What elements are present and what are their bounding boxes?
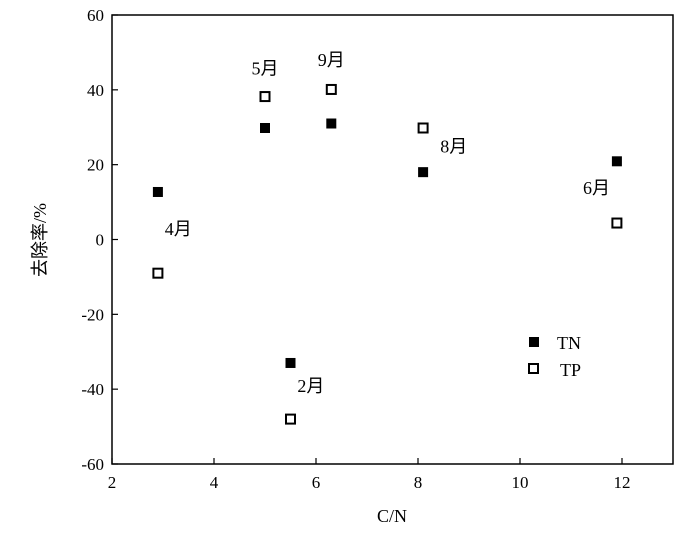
- tick-labels: 2 4 6 8 10 12 60 40 20 0 -20 -40 -60: [81, 6, 630, 492]
- month-label: 9月: [318, 50, 345, 70]
- legend-label-tp: TP: [560, 360, 581, 380]
- y-tick-label: -60: [81, 455, 104, 474]
- x-axis-title: C/N: [377, 506, 407, 526]
- y-tick-label: 20: [87, 156, 104, 175]
- month-label: 5月: [252, 58, 279, 78]
- legend-marker-tp: [528, 363, 539, 374]
- data-point-tp: [611, 217, 623, 229]
- month-label: 6月: [583, 178, 610, 198]
- x-tick-label: 12: [614, 473, 631, 492]
- y-tick-label: -40: [81, 380, 104, 399]
- y-tick-label: -20: [81, 305, 104, 324]
- y-tick-label: 0: [96, 231, 105, 250]
- data-point-tp: [285, 413, 296, 425]
- data-point-tn: [611, 156, 622, 167]
- x-tick-label: 2: [108, 473, 117, 492]
- y-axis-title: 去除率/%: [30, 203, 50, 277]
- x-tick-label: 10: [512, 473, 529, 492]
- data-point-tp: [152, 267, 164, 279]
- x-tick-label: 4: [210, 473, 219, 492]
- x-tick-label: 8: [414, 473, 423, 492]
- month-label: 4月: [165, 219, 192, 239]
- legend-marker-tn: [529, 337, 539, 347]
- data-point-tn: [152, 186, 163, 197]
- legend: TN TP: [528, 333, 581, 380]
- plot-frame: [111, 14, 674, 465]
- data-point-tp: [325, 83, 337, 95]
- data-point-tn: [418, 167, 429, 178]
- data-point-tn: [285, 357, 296, 368]
- month-label: 8月: [440, 136, 467, 156]
- axis-ticks: [111, 14, 623, 465]
- data-point-tp: [417, 122, 429, 134]
- data-point-tp: [259, 91, 271, 103]
- data-point-tn: [260, 122, 270, 133]
- y-tick-label: 60: [87, 6, 104, 25]
- month-annotations: 4月 5月 9月 8月 6月 2月: [165, 50, 610, 396]
- legend-label-tn: TN: [557, 333, 581, 353]
- data-markers: [152, 83, 623, 425]
- data-point-tn: [326, 118, 337, 129]
- y-tick-label: 40: [87, 81, 104, 100]
- x-tick-label: 6: [312, 473, 321, 492]
- month-label: 2月: [297, 376, 324, 396]
